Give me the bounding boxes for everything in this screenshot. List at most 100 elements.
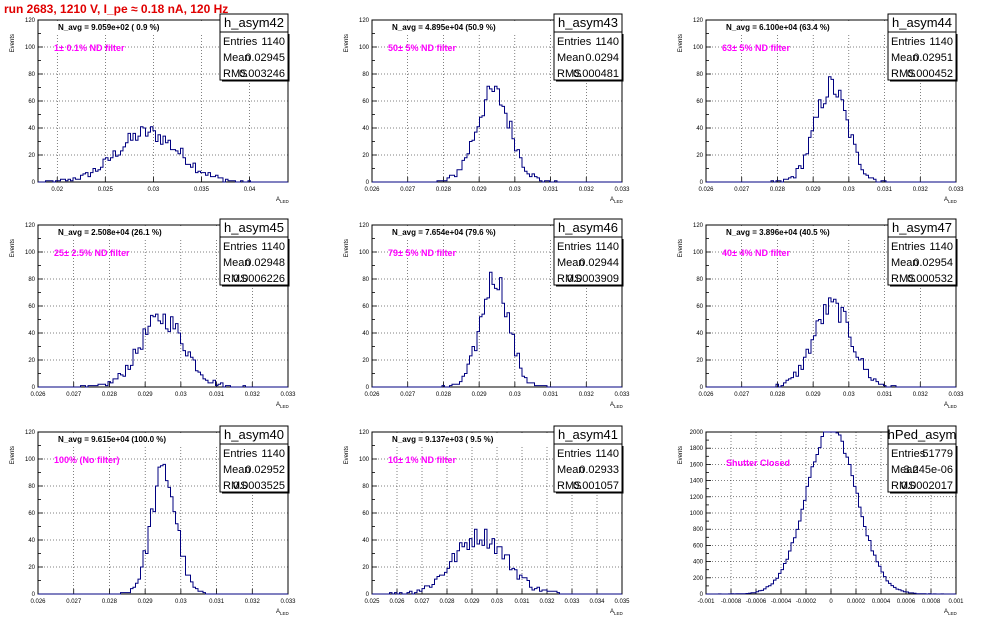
y-tick-label: 40 [28, 538, 35, 544]
filter-label: 100% (No filter) [54, 455, 120, 465]
y-tick-label: 1600 [690, 462, 704, 468]
panel-h_asym41: 0.025 0.026 0.027 0.028 0.029 0.03 0.031 0.032 0… [344, 425, 630, 616]
navg-box [39, 21, 219, 33]
x-tick-label: 0.0004 [872, 599, 891, 605]
y-tick-label: 100 [25, 250, 36, 256]
histogram-line [706, 76, 956, 183]
x-axis-subscript: LED [614, 611, 624, 616]
y-tick-label: 2000 [690, 430, 704, 436]
x-axis-subscript: LED [948, 199, 958, 204]
stats-label-entries: Entries [557, 448, 592, 460]
y-axis-title: Events [678, 34, 684, 52]
y-tick-label: 20 [696, 358, 703, 364]
y-tick-label: 60 [696, 304, 703, 310]
y-tick-label: 100 [693, 45, 704, 51]
y-tick-label: 120 [359, 18, 370, 24]
stats-value-entries: 1140 [595, 36, 619, 48]
x-tick-label: 0.029 [806, 392, 822, 398]
x-tick-label: 0.027 [734, 187, 750, 193]
stats-shadow [622, 34, 624, 81]
x-tick-label: 0.031 [877, 187, 893, 193]
stats-label-rms: RMS [891, 68, 915, 80]
y-tick-label: 20 [696, 153, 703, 159]
stats-label-mean: Mean [557, 52, 585, 64]
x-tick-label: 0.027 [66, 599, 82, 605]
stats-box [553, 443, 623, 493]
x-tick-label: 0.026 [698, 392, 714, 398]
y-tick-label: 800 [693, 527, 704, 533]
navg-label: N_avg = 9.615e+04 (100.0 %) [58, 435, 166, 444]
y-tick-label: 20 [362, 358, 369, 364]
filter-label: 79± 5% ND filter [388, 248, 456, 258]
stats-label-entries: Entries [223, 36, 258, 48]
x-axis-subscript: LED [280, 611, 290, 616]
panel-h_asym45: 0.026 0.027 0.028 0.029 0.03 0.031 0.032 0.033 0… [10, 218, 296, 409]
filter-label: 25± 2.5% ND filter [54, 248, 130, 258]
x-tick-label: 0.03 [148, 187, 160, 193]
stats-label-mean: Mean [891, 257, 919, 269]
stats-value-mean: 0.02945 [245, 52, 285, 64]
stats-box [887, 236, 957, 286]
stats-value-rms: 0.0002017 [901, 480, 953, 492]
y-tick-label: 80 [28, 72, 35, 78]
y-tick-label: 0 [366, 592, 370, 598]
x-tick-label: 0.03 [175, 392, 187, 398]
stats-shadow [890, 80, 958, 82]
stats-label-mean: Mean [891, 464, 919, 476]
y-tick-label: 0 [700, 592, 704, 598]
stats-shadow [956, 34, 958, 81]
y-axis-title: Events [344, 239, 350, 257]
x-tick-label: 0.029 [806, 187, 822, 193]
stats-value-entries: 1140 [595, 448, 619, 460]
stats-label-rms: RMS [557, 273, 581, 285]
stats-title: h_asym41 [558, 427, 618, 442]
navg-box [373, 433, 553, 445]
navg-box [707, 21, 887, 33]
y-tick-label: 80 [696, 72, 703, 78]
stats-value-entries: 1140 [261, 36, 285, 48]
stats-value-mean: 0.02952 [245, 464, 285, 476]
y-tick-label: 80 [696, 277, 703, 283]
x-tick-label: 0.031 [514, 599, 530, 605]
navg-box [707, 226, 887, 238]
x-axis-subscript: LED [614, 404, 624, 409]
histogram-line [372, 271, 622, 388]
y-tick-label: 40 [28, 331, 35, 337]
stats-shadow [222, 80, 290, 82]
stats-label-entries: Entries [557, 36, 592, 48]
y-tick-label: 120 [25, 430, 36, 436]
navg-label: N_avg = 4.895e+04 (50.9 %) [392, 23, 496, 32]
x-tick-label: 0.026 [698, 187, 714, 193]
x-tick-label: 0.026 [30, 392, 46, 398]
filter-label: Shutter Closed [726, 458, 790, 468]
filter-label: 10± 1% ND filter [388, 455, 456, 465]
stats-shadow [622, 239, 624, 286]
stats-shadow [288, 446, 290, 493]
navg-label: N_avg = 9.059e+02 ( 0.9 %) [58, 23, 160, 32]
y-tick-label: 600 [693, 543, 704, 549]
stats-value-entries: 1140 [929, 241, 953, 253]
navg-label: N_avg = 7.654e+04 (79.6 %) [392, 228, 496, 237]
x-tick-label: 0.035 [614, 599, 630, 605]
stats-box [553, 31, 623, 81]
x-axis-title: ALED [610, 609, 624, 616]
y-axis-title: Events [10, 34, 16, 52]
navg-label: N_avg = 3.896e+04 (40.5 %) [726, 228, 830, 237]
x-tick-label: 0.033 [280, 599, 296, 605]
stats-box [887, 31, 957, 81]
stats-label-entries: Entries [223, 448, 258, 460]
stats-shadow [890, 492, 958, 494]
stats-box [219, 443, 289, 493]
stats-value-entries: 1140 [261, 448, 285, 460]
stats-value-rms: 0.001057 [573, 480, 619, 492]
y-tick-label: 40 [696, 126, 703, 132]
x-tick-label: 0.025 [98, 187, 114, 193]
y-tick-label: 100 [359, 45, 370, 51]
y-tick-label: 1000 [690, 511, 704, 517]
panel-hPed_asym: -0.001 -0.0008 -0.0006 -0.0004 -0.0002 0 0.000… [678, 425, 964, 616]
y-tick-label: 60 [362, 99, 369, 105]
y-tick-label: 400 [693, 560, 704, 566]
y-tick-label: 100 [25, 45, 36, 51]
histogram-line [38, 313, 288, 388]
